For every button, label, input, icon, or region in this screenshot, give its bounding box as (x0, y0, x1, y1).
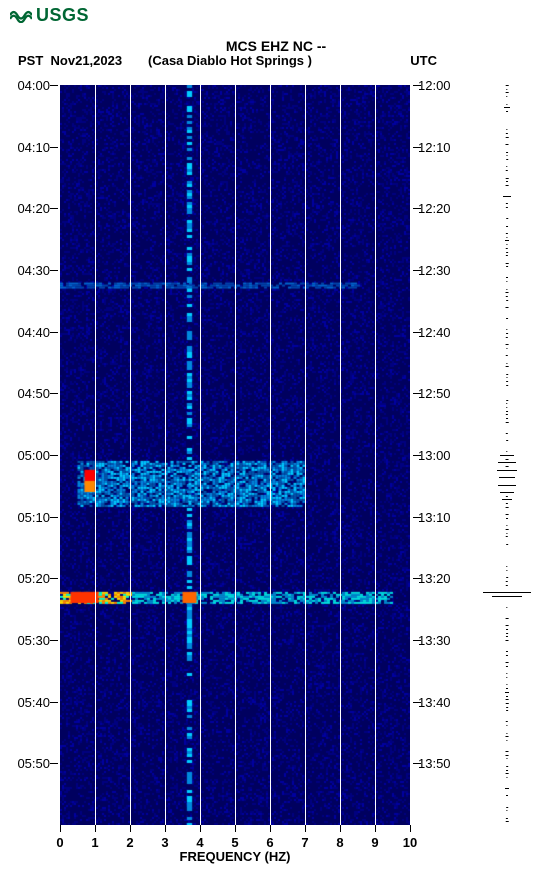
seismo-spike (506, 292, 509, 293)
location-label: (Casa Diablo Hot Springs ) (148, 53, 312, 68)
x-tick: 8 (336, 835, 343, 850)
y-tick-right: 12:10 (418, 140, 451, 155)
spectrogram-chart (60, 85, 410, 825)
x-tick: 2 (126, 835, 133, 850)
y-tick-left: 05:00 (17, 448, 50, 463)
y-axis-utc: 12:0012:1012:2012:3012:4012:5013:0013:10… (415, 85, 465, 825)
seismo-spike (500, 492, 514, 493)
x-axis-frequency: FREQUENCY (HZ) 012345678910 (60, 825, 410, 865)
seismo-spike (506, 751, 509, 752)
seismo-spike (505, 692, 509, 693)
seismo-spike (497, 470, 517, 471)
wave-icon (10, 7, 32, 25)
logo-text: USGS (36, 5, 89, 26)
y-tick-left: 04:30 (17, 263, 50, 278)
x-tick: 4 (196, 835, 203, 850)
y-tick-left: 05:20 (17, 571, 50, 586)
x-tick: 10 (403, 835, 417, 850)
x-tick: 3 (161, 835, 168, 850)
y-tick-right: 13:00 (418, 448, 451, 463)
y-tick-left: 04:00 (17, 78, 50, 93)
gridline-v (165, 85, 166, 825)
seismogram-trace (477, 85, 537, 825)
seismo-spike (506, 144, 509, 145)
y-tick-right: 13:40 (418, 695, 451, 710)
x-axis-label: FREQUENCY (HZ) (60, 849, 410, 864)
y-tick-left: 04:40 (17, 325, 50, 340)
seismo-spike (505, 788, 509, 789)
x-tick: 7 (301, 835, 308, 850)
gridline-v (375, 85, 376, 825)
x-tick: 6 (266, 835, 273, 850)
gridline-v (270, 85, 271, 825)
seismo-spike (505, 240, 509, 241)
y-tick-right: 13:20 (418, 571, 451, 586)
y-tick-left: 04:20 (17, 201, 50, 216)
seismo-spike (506, 640, 509, 641)
x-tick: 0 (56, 835, 63, 850)
chart-title: MCS EHZ NC -- (0, 38, 552, 54)
gridline-v (95, 85, 96, 825)
y-tick-right: 12:50 (418, 386, 451, 401)
gridline-v (130, 85, 131, 825)
gridline-v (200, 85, 201, 825)
y-tick-right: 12:30 (418, 263, 451, 278)
seismo-spike (504, 107, 510, 108)
y-tick-left: 05:40 (17, 695, 50, 710)
y-tick-right: 12:20 (418, 201, 451, 216)
y-tick-left: 05:10 (17, 510, 50, 525)
timezone-right: UTC (410, 53, 437, 68)
seismo-spike (492, 596, 522, 597)
y-tick-left: 05:30 (17, 633, 50, 648)
seismo-spike (498, 462, 516, 463)
usgs-logo: USGS (10, 5, 89, 26)
y-axis-pst: 04:0004:1004:2004:3004:4004:5005:0005:10… (5, 85, 55, 825)
x-tick: 9 (371, 835, 378, 850)
x-tick: 1 (91, 835, 98, 850)
seismo-spike (499, 477, 515, 478)
x-tick: 5 (231, 835, 238, 850)
y-tick-right: 12:40 (418, 325, 451, 340)
y-tick-left: 05:50 (17, 756, 50, 771)
y-tick-right: 13:50 (418, 756, 451, 771)
seismo-spike (500, 455, 514, 456)
y-tick-left: 04:10 (17, 140, 50, 155)
seismo-spike (502, 499, 512, 500)
seismo-spike (498, 485, 516, 486)
seismo-spike (503, 196, 511, 197)
gridline-v (340, 85, 341, 825)
y-tick-right: 13:10 (418, 510, 451, 525)
seismo-spike (483, 592, 531, 593)
y-tick-left: 04:50 (17, 386, 50, 401)
y-tick-right: 13:30 (418, 633, 451, 648)
gridline-v (305, 85, 306, 825)
y-tick-right: 12:00 (418, 78, 451, 93)
gridline-v (235, 85, 236, 825)
timezone-left: PST Nov21,2023 (18, 53, 122, 68)
